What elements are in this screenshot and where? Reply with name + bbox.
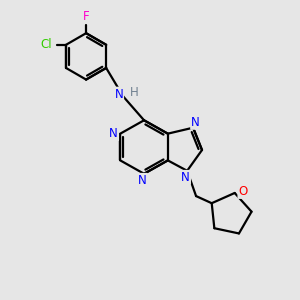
Text: N: N [181, 171, 190, 184]
Text: N: N [110, 127, 118, 140]
Text: N: N [138, 174, 147, 187]
Text: N: N [114, 88, 123, 100]
Text: H: H [130, 85, 139, 98]
Text: Cl: Cl [40, 38, 52, 51]
Text: N: N [191, 116, 200, 129]
Text: O: O [238, 185, 247, 198]
Text: F: F [83, 10, 89, 23]
